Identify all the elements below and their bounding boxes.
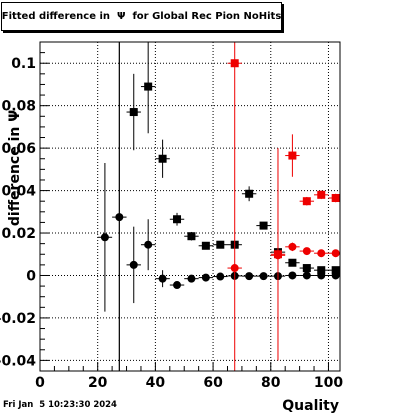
circle-marker — [173, 281, 182, 290]
square-marker — [129, 108, 138, 117]
y-tick-label: 0.1 — [11, 56, 36, 72]
x-tick-label: 0 — [35, 375, 45, 391]
circle-marker — [273, 251, 282, 260]
y-tick-label: 0.02 — [1, 226, 36, 242]
square-marker — [317, 190, 326, 199]
series-0 — [112, 3, 340, 371]
circle-marker — [331, 249, 340, 258]
circle-marker — [288, 271, 297, 280]
circle-marker — [288, 242, 297, 251]
square-marker — [173, 215, 182, 224]
circle-marker — [317, 249, 326, 258]
x-tick-label: 60 — [203, 375, 223, 391]
square-marker — [201, 241, 210, 250]
square-marker — [144, 82, 153, 91]
square-marker — [302, 264, 311, 273]
x-tick-label: 80 — [261, 375, 281, 391]
square-marker — [288, 258, 297, 267]
circle-marker — [302, 271, 311, 280]
circle-marker — [259, 272, 268, 281]
grid — [39, 42, 340, 371]
y-tick-label: -0.02 — [0, 311, 36, 327]
circle-marker — [115, 213, 124, 222]
y-tick-label: -0.04 — [0, 353, 36, 369]
square-marker — [216, 240, 225, 249]
y-tick-label: 0 — [26, 268, 36, 284]
square-marker — [245, 189, 254, 198]
square-marker — [302, 197, 311, 206]
series-1 — [97, 42, 340, 371]
square-marker — [331, 194, 340, 203]
chart-title-box: Fitted difference in Ψ for Global Rec Pi… — [1, 2, 282, 31]
x-axis-title: Quality — [282, 398, 339, 414]
circle-marker — [158, 274, 167, 283]
plot-frame — [39, 41, 341, 372]
chart-title: Fitted difference in Ψ for Global Rec Pi… — [1, 11, 282, 22]
y-tick-label: 0.04 — [1, 184, 36, 200]
timestamp: Fri Jan 5 10:23:30 2024 — [3, 400, 117, 410]
square-marker — [230, 59, 239, 68]
circle-marker — [230, 264, 239, 273]
square-marker — [259, 221, 268, 230]
circle-marker — [144, 240, 153, 249]
circle-marker — [100, 233, 109, 242]
square-marker — [317, 266, 326, 275]
y-axis-title: difference in Ψ — [7, 110, 23, 226]
circle-marker — [201, 273, 210, 282]
circle-marker — [129, 260, 138, 269]
x-tick-label: 20 — [88, 375, 108, 391]
circle-marker — [302, 247, 311, 256]
data-points — [97, 3, 340, 371]
x-tick-label: 40 — [146, 375, 166, 391]
series-2 — [227, 42, 340, 371]
y-tick-label: 0.08 — [1, 99, 36, 115]
series-3 — [227, 242, 340, 273]
square-marker — [288, 151, 297, 160]
circle-marker — [331, 271, 340, 280]
y-tick-label: 0.06 — [1, 141, 36, 157]
square-marker — [158, 154, 167, 163]
square-marker — [187, 232, 196, 241]
circle-marker — [317, 271, 326, 280]
circle-marker — [245, 272, 254, 281]
circle-marker — [187, 274, 196, 283]
axis-ticks: 0 20 40 60 80 100 -0.04 -0.02 0 0.02 0.04 0.06 0.08 0… — [0, 41, 343, 391]
circle-marker — [216, 272, 225, 281]
square-marker — [331, 266, 340, 275]
x-tick-label: 100 — [314, 375, 343, 391]
